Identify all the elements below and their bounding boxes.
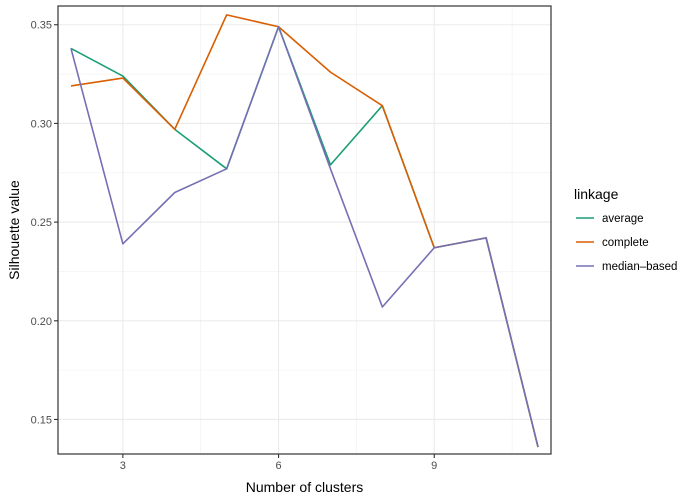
y-tick-label: 0.35: [31, 20, 52, 32]
y-tick-label: 0.20: [31, 316, 52, 328]
y-axis-title: Silhouette value: [6, 180, 22, 280]
x-tick-label: 3: [120, 460, 126, 472]
x-axis-title: Number of clusters: [246, 479, 363, 495]
legend: linkage average complete median–based: [574, 186, 677, 273]
series-line-median-based: [70, 25, 539, 448]
axis-ticks: [54, 24, 435, 458]
legend-label: median–based: [602, 261, 677, 273]
legend-title: linkage: [574, 186, 619, 202]
series-lines: [70, 14, 539, 448]
major-gridlines: [58, 6, 551, 454]
plot-panel-border: [57, 5, 552, 455]
legend-label: average: [602, 213, 644, 225]
plot-panel-background: [58, 6, 551, 454]
y-tick-label: 0.30: [31, 118, 52, 130]
legend-items: average complete median–based: [576, 213, 677, 273]
y-tick-labels: 0.15 0.20 0.25 0.30 0.35: [31, 20, 52, 427]
y-tick-label: 0.25: [31, 217, 52, 229]
x-tick-labels: 3 6 9: [120, 460, 437, 472]
minor-gridlines: [58, 6, 551, 454]
x-tick-label: 9: [431, 460, 437, 472]
legend-label: complete: [602, 237, 649, 249]
x-tick-label: 6: [275, 460, 281, 472]
y-tick-label: 0.15: [31, 414, 52, 426]
